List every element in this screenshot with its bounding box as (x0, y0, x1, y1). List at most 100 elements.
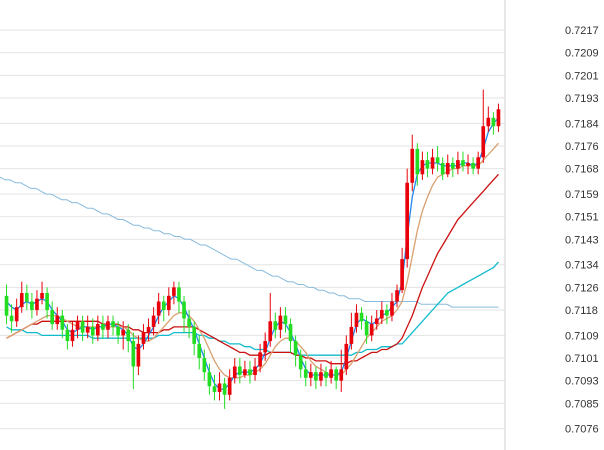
candle-up (369, 315, 374, 342)
candle-up (166, 287, 171, 316)
candle-body (141, 332, 146, 344)
candle-down (65, 324, 70, 350)
candle-body (232, 366, 237, 378)
y-tick-label: 0.7118 (565, 305, 598, 317)
candle-down (187, 309, 191, 339)
candle-down (9, 304, 14, 333)
candle-down (30, 293, 34, 319)
candle-body (268, 321, 273, 342)
candle-body (136, 343, 141, 367)
candle-body (182, 301, 186, 319)
candle-body (80, 321, 85, 333)
candle-down (314, 366, 318, 390)
candle-body (491, 117, 496, 127)
candle-body (456, 160, 460, 169)
candle-down (385, 304, 389, 325)
candle-body (466, 162, 470, 166)
y-tick-label: 0.7085 (565, 398, 599, 410)
candle-down (197, 335, 202, 370)
candle-body (121, 329, 126, 336)
candle-body (197, 343, 202, 359)
candle-up (14, 298, 19, 327)
candle-down (116, 321, 120, 344)
candle-body (303, 369, 308, 378)
y-tick-label: 0.7176 (565, 141, 599, 153)
candle-body (329, 369, 333, 378)
candle-up (481, 89, 486, 163)
candle-body (253, 366, 257, 375)
candle-body (207, 372, 212, 387)
candle-body (349, 326, 354, 344)
candle-body (192, 326, 197, 344)
candle-down (425, 151, 430, 178)
candle-down (450, 157, 455, 178)
candle-body (90, 326, 95, 336)
candle-body (30, 301, 34, 310)
candle-down (177, 281, 181, 313)
candle-down (101, 315, 105, 339)
candle-down (288, 318, 293, 353)
candle-up (395, 284, 399, 308)
candle-down (273, 312, 278, 339)
candle-body (111, 321, 115, 327)
candle-body (212, 386, 217, 392)
candle-body (161, 301, 166, 310)
candle-body (293, 341, 298, 356)
candle-up (430, 148, 435, 175)
candle-down (161, 295, 166, 322)
candle-down (293, 335, 298, 367)
candle-down (131, 332, 136, 390)
candle-body (390, 301, 394, 316)
candle-body (187, 318, 191, 327)
candle-up (121, 321, 126, 350)
candle-up (35, 290, 39, 316)
y-tick-label: 0.7217 (565, 25, 599, 37)
candle-down (237, 358, 242, 384)
candle-down (334, 366, 339, 390)
candle-up (40, 281, 44, 305)
candle-body (237, 366, 242, 375)
candle-body (273, 321, 278, 330)
candle-down (45, 287, 49, 319)
y-tick-label: 0.7093 (565, 376, 599, 388)
candle-down (111, 315, 115, 336)
candle-body (283, 315, 288, 325)
candle-body (70, 329, 75, 342)
candle-down (359, 307, 364, 330)
y-tick-label: 0.7143 (565, 234, 599, 246)
candle-body (359, 312, 364, 322)
candle-body (227, 377, 232, 395)
candle-down (283, 307, 288, 333)
candle-body (339, 369, 344, 381)
candle-up (308, 363, 313, 387)
candle-down (24, 284, 29, 310)
candle-down (207, 363, 212, 395)
candle-body (319, 372, 323, 381)
candle-up (496, 103, 501, 132)
candle-body (314, 372, 318, 381)
candle-up (476, 151, 481, 175)
candle-down (60, 309, 65, 339)
candle-up (374, 309, 379, 330)
y-tick-label: 0.7109 (565, 330, 599, 342)
grid-lines (0, 29, 505, 430)
candle-body (395, 290, 399, 302)
candle-body (354, 312, 359, 327)
candle-body (298, 355, 303, 370)
candle-up (379, 301, 384, 325)
candle-up (243, 360, 247, 378)
moving-average-cyan-line (6, 261, 499, 356)
candle-up (258, 343, 262, 373)
y-tick-label: 0.7101 (565, 353, 599, 365)
candle-body (415, 148, 420, 175)
candle-body (471, 162, 475, 169)
candle-body (369, 324, 374, 336)
candle-body (40, 293, 44, 299)
candle-body (243, 369, 247, 375)
candle-body (435, 157, 440, 163)
candle-body (35, 298, 39, 310)
candle-body (4, 295, 9, 316)
candle-up (227, 369, 232, 401)
candle-up (253, 358, 257, 381)
